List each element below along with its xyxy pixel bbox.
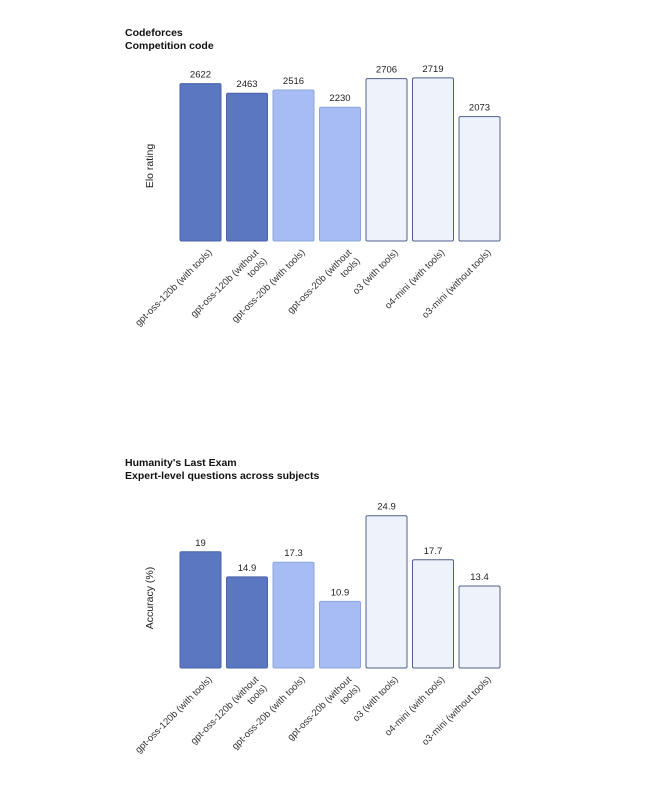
bar-value-label: 2516 — [283, 76, 304, 87]
bar — [412, 77, 454, 242]
bar-value-label: 13.4 — [470, 572, 489, 583]
bar — [179, 83, 222, 242]
bar-value-label: 24.9 — [377, 502, 396, 513]
bar-value-label: 17.3 — [284, 548, 303, 559]
bar-value-label: 2073 — [469, 103, 490, 114]
bar — [272, 561, 315, 669]
bar-value-label: 2622 — [190, 70, 211, 81]
bar — [226, 92, 268, 242]
bar — [179, 551, 222, 669]
chart-title: Codeforces — [125, 27, 183, 39]
y-axis-label: Accuracy (%) — [144, 567, 156, 629]
bar-value-label: 14.9 — [238, 563, 257, 574]
x-tick-label: gpt-oss-120b (with tools) — [133, 247, 214, 328]
x-tick-label: gpt-oss-120b (with tools) — [133, 674, 214, 755]
chart-plot-area: Accuracy (%) 19 gpt-oss-120b (with tools) 1… — [133, 502, 501, 756]
chart-title-block: Humanity's Last Exam Expert-level questi… — [125, 457, 319, 483]
bar-value-label: 2719 — [422, 64, 443, 75]
chart-codeforces: Codeforces Competition code Elo rating 26… — [125, 27, 501, 329]
bar-value-label: 10.9 — [331, 587, 350, 598]
y-axis-label: Elo rating — [144, 144, 156, 189]
bar — [458, 585, 501, 669]
bar-value-label: 17.7 — [424, 546, 443, 557]
bar-value-label: 2230 — [329, 93, 350, 104]
bar-value-label: 2706 — [376, 65, 397, 76]
bar — [458, 116, 501, 242]
x-tick-label: o3 (with tools) — [351, 674, 401, 724]
x-tick-label: o3 (with tools) — [351, 247, 401, 297]
chart-plot-area: Elo rating 2622 gpt-oss-120b (with tools) 2… — [133, 64, 501, 329]
bar-value-label: 19 — [195, 538, 206, 549]
chart-subtitle: Expert-level questions across subjects — [125, 470, 320, 482]
chart-subtitle: Competition code — [125, 40, 214, 52]
bar — [365, 515, 408, 669]
bar — [412, 559, 454, 669]
bar — [365, 78, 408, 242]
bar-value-label: 2463 — [236, 79, 257, 90]
bar — [272, 89, 315, 242]
chart-title: Humanity's Last Exam — [125, 457, 237, 469]
chart-humanitys-last-exam: Humanity's Last Exam Expert-level questi… — [0, 430, 648, 800]
bar — [319, 106, 361, 242]
bar — [226, 576, 268, 669]
bar — [319, 600, 361, 669]
chart-title-block: Codeforces Competition code — [125, 27, 214, 53]
